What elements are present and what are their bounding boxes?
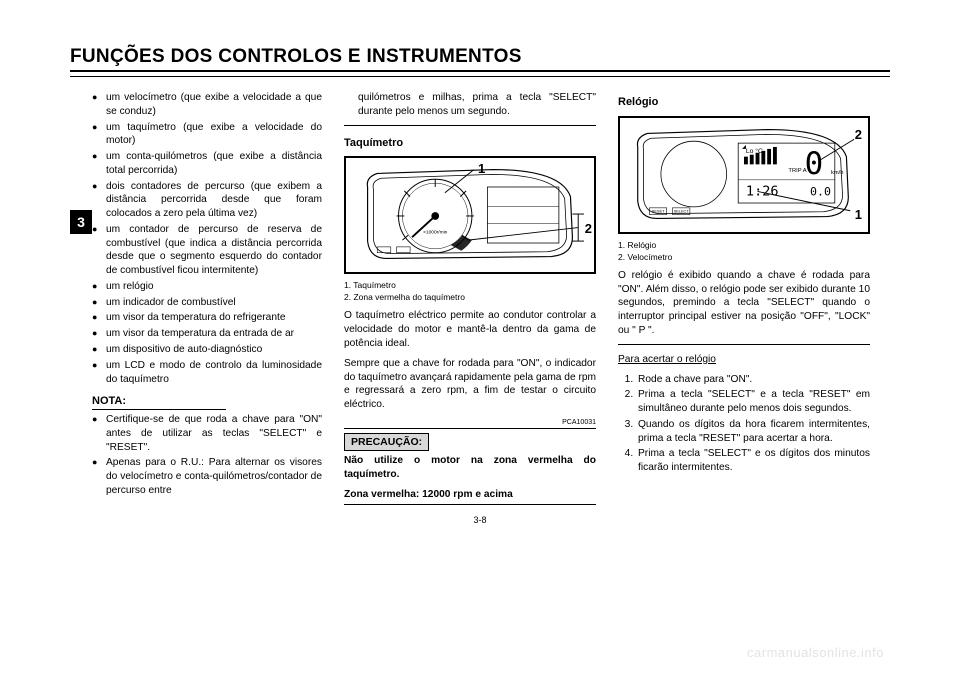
caution-line-1: Não utilize o motor na zona vermelha do …	[344, 454, 596, 482]
manual-page: FUNÇÕES DOS CONTROLOS E INSTRUMENTOS 3 u…	[0, 0, 960, 678]
nota-label: NOTA:	[92, 394, 226, 410]
lcd-speed-digit: 0	[805, 146, 824, 182]
callout-1: 1	[478, 160, 485, 178]
lcd-trip-label: TRIP A	[788, 168, 806, 174]
lcd-odo: 0.0	[810, 184, 831, 198]
divider	[344, 504, 596, 505]
list-item: um taquímetro (que exibe a velocidade do…	[92, 121, 322, 149]
lcd-temp: Lo °C	[746, 147, 763, 155]
step-item: Prima a tecla "SELECT" e a tecla "RESET"…	[636, 388, 870, 416]
tachometer-heading: Taquímetro	[344, 136, 596, 151]
caption-line: 1. Taquímetro	[344, 280, 596, 291]
list-item: um indicador de combustível	[92, 296, 322, 310]
divider	[618, 344, 870, 345]
list-item: dois contadores de percurso (que exibem …	[92, 180, 322, 221]
caption-line: 1. Relógio	[618, 240, 870, 251]
ref-code: PCA10031	[344, 418, 596, 427]
list-item: um contador de percurso de reserva de co…	[92, 223, 322, 278]
feature-list: um velocímetro (que exibe a velocidade a…	[92, 91, 322, 386]
clock-sub-heading: Para acertar o relógio	[618, 353, 870, 367]
lcd-speed-unit: km/h	[831, 170, 844, 176]
nota-list: Certifique-se de que roda a chave para "…	[92, 413, 322, 498]
header-rule-thin	[70, 76, 890, 77]
caption-line: 2. Zona vermelha do taquímetro	[344, 292, 596, 303]
step-item: Rode a chave para "ON".	[636, 373, 870, 387]
btn-select-text: SELECT	[674, 210, 690, 214]
list-item: um dispositivo de auto-diagnóstico	[92, 343, 322, 357]
tachometer-figure: ×1000r/min 1 2	[344, 156, 596, 274]
tach-caption: 1. Taquímetro 2. Zona vermelha do taquím…	[344, 280, 596, 303]
caution-line-2: Zona vermelha: 12000 rpm e acima	[344, 488, 596, 502]
continuation-para: quilómetros e milhas, prima a tecla "SEL…	[344, 91, 596, 119]
clock-para: O relógio é exibido quando a chave é rod…	[618, 269, 870, 338]
content-columns: um velocímetro (que exibe a velocidade a…	[70, 91, 890, 505]
list-item: um relógio	[92, 280, 322, 294]
callout-2: 2	[585, 220, 592, 238]
step-item: Prima a tecla "SELECT" e os dígitos dos …	[636, 447, 870, 475]
clock-steps: Rode a chave para "ON". Prima a tecla "S…	[618, 373, 870, 475]
lcd-time: 1:26	[746, 183, 779, 199]
tach-para-1: O taquímetro eléctrico permite ao condut…	[344, 309, 596, 350]
divider	[344, 428, 596, 429]
column-3: Relógio	[618, 91, 870, 505]
list-item: Apenas para o R.U.: Para alternar os vis…	[92, 456, 322, 497]
clock-heading: Relógio	[618, 95, 870, 110]
chapter-number: 3	[77, 214, 85, 230]
divider	[344, 125, 596, 126]
header-rule-thick	[70, 70, 890, 72]
clock-figure: 0 km/h TRIP A Lo °C 1:26 0.0 RESET SELEC…	[618, 116, 870, 234]
page-title: FUNÇÕES DOS CONTROLOS E INSTRUMENTOS	[70, 46, 890, 70]
column-1: um velocímetro (que exibe a velocidade a…	[70, 91, 322, 505]
column-2: quilómetros e milhas, prima a tecla "SEL…	[344, 91, 596, 505]
callout-1: 1	[855, 206, 862, 224]
watermark: carmanualsonline.info	[747, 645, 884, 660]
step-item: Quando os dígitos da hora ficarem interm…	[636, 418, 870, 446]
clock-caption: 1. Relógio 2. Velocímetro	[618, 240, 870, 263]
list-item: um visor da temperatura do refrigerante	[92, 311, 322, 325]
btn-reset-text: RESET	[652, 210, 666, 214]
list-item: um velocímetro (que exibe a velocidade a…	[92, 91, 322, 119]
caution-label: PRECAUÇÃO:	[344, 433, 429, 451]
chapter-tab: 3	[70, 210, 92, 234]
page-number: 3-8	[70, 515, 890, 525]
page-header: FUNÇÕES DOS CONTROLOS E INSTRUMENTOS	[70, 46, 890, 77]
list-item: Certifique-se de que roda a chave para "…	[92, 413, 322, 454]
callout-2: 2	[855, 126, 862, 144]
caption-line: 2. Velocímetro	[618, 252, 870, 263]
list-item: um visor da temperatura da entrada de ar	[92, 327, 322, 341]
svg-text:×1000r/min: ×1000r/min	[423, 230, 448, 236]
list-item: um LCD e modo de controlo da luminosidad…	[92, 359, 322, 387]
list-item: um conta-quilómetros (que exibe a distân…	[92, 150, 322, 178]
tach-para-2: Sempre que a chave for rodada para "ON",…	[344, 357, 596, 412]
